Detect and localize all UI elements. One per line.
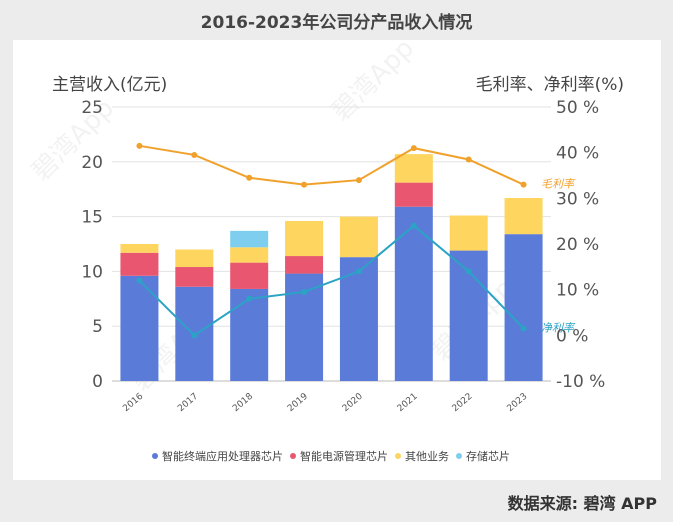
- legend-marker: [152, 453, 158, 459]
- line-series: [138, 224, 525, 337]
- line-point: [136, 142, 143, 149]
- bar-segment: [504, 234, 543, 381]
- line-point: [136, 277, 143, 284]
- bar-segment: [394, 154, 433, 183]
- x-tick-label: 2019: [286, 391, 310, 414]
- line-label: 毛利率: [541, 178, 576, 191]
- chart-title: 2016-2023年公司分产品收入情况: [200, 13, 473, 33]
- line-point: [191, 151, 198, 158]
- bar-segment: [394, 206, 433, 381]
- legend-label: 智能电源管理芯片: [300, 449, 388, 463]
- bar-segment: [175, 249, 214, 268]
- y2-tick-label: 0 %: [556, 326, 588, 346]
- y2-tick-label: -10 %: [556, 372, 605, 392]
- y-tick-label: 20: [81, 153, 103, 173]
- x-tick-label: 2016: [121, 391, 145, 414]
- legend-marker: [290, 453, 296, 459]
- line-point: [191, 332, 198, 339]
- y2-tick-label: 30 %: [556, 189, 599, 209]
- line-series: [139, 144, 524, 186]
- line-point: [520, 181, 527, 188]
- legend-marker: [395, 453, 401, 459]
- y-axis-title: 主营收入(亿元): [52, 75, 167, 95]
- y-tick-label: 5: [92, 317, 103, 337]
- line-point: [465, 268, 472, 275]
- bar-segment: [285, 256, 324, 274]
- line-point: [355, 268, 362, 275]
- bar-segment: [120, 252, 159, 276]
- x-tick-label: 2023: [506, 392, 530, 414]
- bar-segment: [230, 288, 269, 381]
- bar-segment: [339, 257, 378, 381]
- line-point: [246, 295, 253, 302]
- x-tick-label: 2022: [451, 392, 475, 414]
- line-point: [410, 222, 417, 229]
- bar-segment: [230, 230, 269, 248]
- x-tick-label: 2021: [396, 392, 420, 414]
- y2-tick-label: 20 %: [556, 235, 599, 255]
- bar-segment: [120, 244, 159, 253]
- line-point: [246, 174, 253, 181]
- line-point: [520, 325, 527, 332]
- bar-segment: [230, 262, 269, 289]
- y2-tick-label: 40 %: [556, 144, 599, 164]
- line-point: [465, 156, 472, 163]
- y2-axis-title: 毛利率、净利率(%): [476, 75, 624, 95]
- bar-segment: [175, 267, 214, 287]
- bar-segment: [230, 247, 269, 263]
- legend-label: 存储芯片: [466, 449, 510, 463]
- bar-segment: [120, 275, 159, 381]
- y-tick-label: 25: [81, 98, 103, 118]
- bar-segment: [339, 216, 378, 258]
- bar-segment: [394, 182, 433, 207]
- line-label: 净利率: [541, 321, 576, 334]
- y-tick-label: 0: [92, 372, 103, 392]
- line-point: [301, 288, 308, 295]
- data-source: 数据来源: 碧湾 APP: [507, 494, 657, 513]
- bar-segment: [504, 197, 543, 235]
- y2-tick-label: 50 %: [556, 98, 599, 118]
- line-point: [410, 145, 417, 152]
- y2-tick-label: 10 %: [556, 281, 599, 301]
- y-tick-label: 15: [81, 208, 103, 228]
- x-tick-label: 2017: [176, 392, 200, 414]
- x-tick-label: 2018: [231, 391, 255, 414]
- legend-label: 智能终端应用处理器芯片: [162, 449, 283, 463]
- line-point: [301, 181, 308, 188]
- bar-segment: [449, 215, 488, 251]
- x-tick-label: 2020: [341, 391, 365, 414]
- bar-segment: [285, 220, 324, 257]
- line-point: [355, 177, 362, 184]
- legend-label: 其他业务: [405, 450, 449, 463]
- y-tick-label: 10: [81, 262, 103, 282]
- legend-marker: [456, 453, 462, 459]
